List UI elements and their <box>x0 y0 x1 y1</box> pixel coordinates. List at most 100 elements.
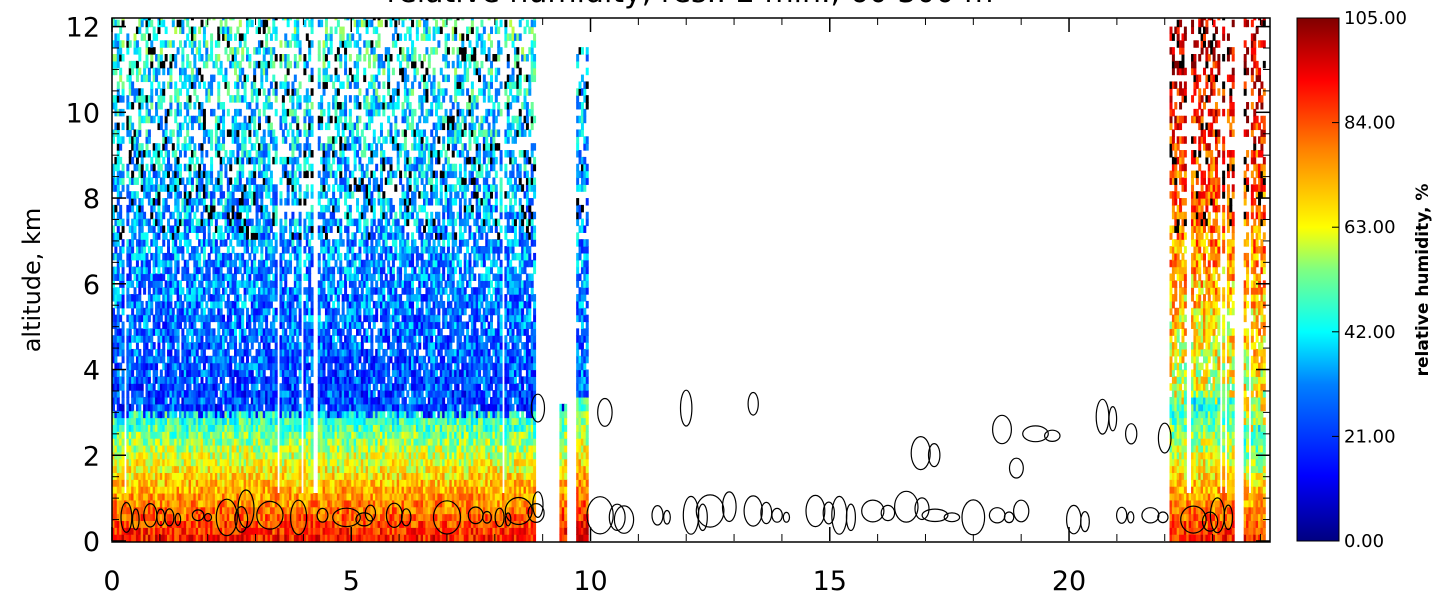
rh-cell <box>267 383 271 391</box>
rh-cell <box>116 163 120 172</box>
rh-cell <box>224 534 228 542</box>
rh-cell <box>114 184 118 192</box>
rh-cell <box>250 177 254 185</box>
rh-cell <box>217 479 221 487</box>
rh-cell <box>262 108 266 117</box>
rh-cell <box>293 307 297 316</box>
rh-cell <box>178 499 182 508</box>
rh-cell <box>284 40 288 48</box>
rh-cell <box>143 115 147 124</box>
rh-cell <box>253 287 257 295</box>
rh-cell <box>257 239 261 247</box>
rh-cell <box>320 19 324 28</box>
rh-cell <box>121 40 125 48</box>
rh-cell <box>207 18 211 21</box>
rh-cell <box>281 307 285 316</box>
rh-cell <box>198 26 202 35</box>
rh-cell <box>310 390 314 398</box>
rh-cell <box>210 218 214 227</box>
rh-cell <box>248 136 252 144</box>
rh-cell <box>135 163 139 172</box>
rh-cell <box>114 102 118 110</box>
rh-cell <box>217 136 221 144</box>
rh-cell <box>260 383 264 391</box>
rh-cell <box>308 54 312 62</box>
rh-cell <box>238 438 242 446</box>
rh-cell <box>195 458 199 467</box>
rh-cell <box>193 246 197 254</box>
rh-cell <box>138 300 142 309</box>
rh-cell <box>219 307 223 316</box>
rh-cell <box>202 342 206 350</box>
rh-cell <box>205 259 209 268</box>
rh-cell <box>255 314 259 323</box>
rh-cell <box>217 225 221 233</box>
rh-cell <box>317 431 321 439</box>
rh-cell <box>140 527 144 535</box>
rh-cell <box>241 348 245 357</box>
rh-cell <box>224 170 228 179</box>
rh-cell <box>281 390 285 398</box>
rh-cell <box>293 499 297 508</box>
rh-cell <box>274 33 278 41</box>
rh-cell <box>234 342 238 350</box>
rh-cell <box>262 492 266 501</box>
rh-cell <box>255 218 259 227</box>
rh-cell <box>272 458 276 467</box>
rh-cell <box>279 40 283 48</box>
rh-cell <box>286 438 290 446</box>
rh-cell <box>212 342 216 350</box>
rh-cell <box>140 218 144 227</box>
rh-cell <box>303 417 307 425</box>
rh-cell <box>190 252 194 261</box>
rh-cell <box>274 355 278 364</box>
rh-cell <box>195 383 199 391</box>
rh-cell <box>147 266 151 275</box>
rh-cell <box>188 472 192 480</box>
rh-cell <box>229 465 233 474</box>
rh-cell <box>324 499 328 508</box>
rh-cell <box>207 328 211 336</box>
rh-cell <box>229 444 233 453</box>
rh-cell <box>159 307 163 316</box>
rh-cell <box>176 328 180 336</box>
rh-cell <box>186 431 190 439</box>
rh-cell <box>202 328 206 336</box>
rh-cell <box>138 479 142 487</box>
rh-cell <box>167 410 171 419</box>
rh-cell <box>143 280 147 288</box>
rh-cell <box>257 451 261 460</box>
rh-cell <box>176 47 180 55</box>
rh-cell <box>195 115 199 124</box>
rh-cell <box>145 252 149 261</box>
rh-cell <box>262 534 266 542</box>
rh-cell <box>229 369 233 377</box>
rh-cell <box>167 218 171 227</box>
rh-cell <box>195 328 199 336</box>
rh-cell <box>143 499 147 508</box>
rh-cell <box>234 33 238 41</box>
rh-cell <box>193 40 197 48</box>
rh-cell <box>147 403 151 412</box>
rh-cell <box>171 328 175 336</box>
rh-cell <box>119 191 123 199</box>
rh-cell <box>257 40 261 48</box>
rh-cell <box>167 417 171 425</box>
rh-cell <box>241 506 245 515</box>
rh-cell <box>260 444 264 453</box>
rh-cell <box>162 506 166 515</box>
rh-cell <box>238 232 242 240</box>
rh-cell <box>241 335 245 343</box>
rh-cell <box>135 156 139 165</box>
rh-cell <box>272 486 276 494</box>
rh-cell <box>243 520 247 528</box>
rh-cell <box>138 252 142 261</box>
rh-cell <box>298 95 302 103</box>
rh-cell <box>241 431 245 439</box>
rh-cell <box>327 520 331 528</box>
rh-cell <box>114 431 118 439</box>
rh-cell <box>281 492 285 501</box>
rh-cell <box>205 486 209 494</box>
rh-cell <box>188 300 192 309</box>
rh-cell <box>181 506 185 515</box>
